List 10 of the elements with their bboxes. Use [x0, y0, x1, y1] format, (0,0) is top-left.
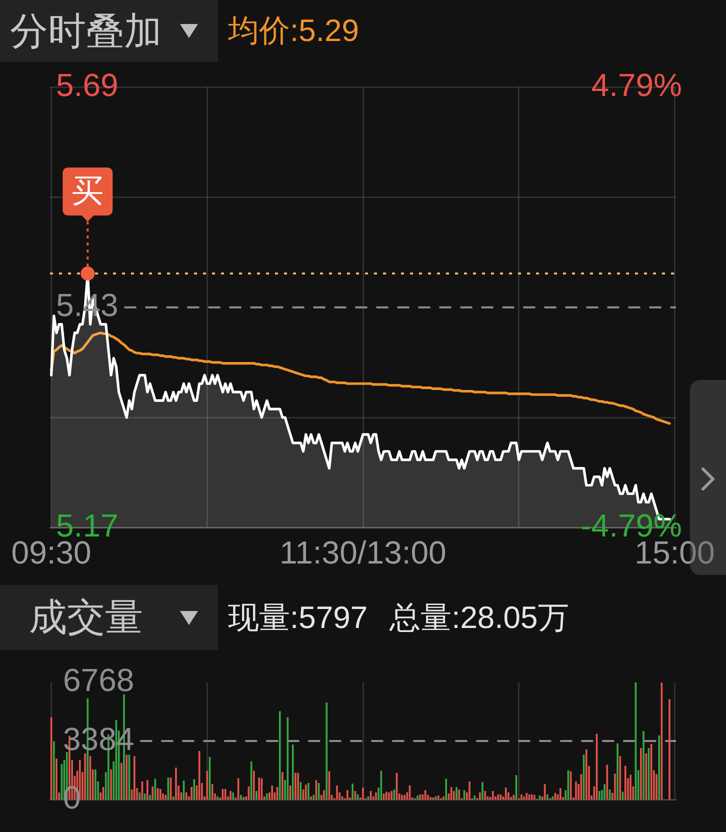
text: 均价:5.29 — [228, 12, 359, 50]
x-tick-label: 11:30/13:00 — [280, 534, 446, 571]
chart-title: 分时叠加 — [9, 10, 163, 54]
y-tick-label: 5.69 — [56, 67, 118, 104]
text: 现量:5797 — [228, 598, 368, 636]
chart-title: 成交量 — [28, 596, 144, 641]
y-tick-label: 6768 — [63, 662, 134, 698]
y2-tick-label: 4.79% — [591, 67, 682, 104]
text: 总量:28.05万 — [390, 598, 569, 636]
annotation: 买 — [72, 172, 104, 208]
